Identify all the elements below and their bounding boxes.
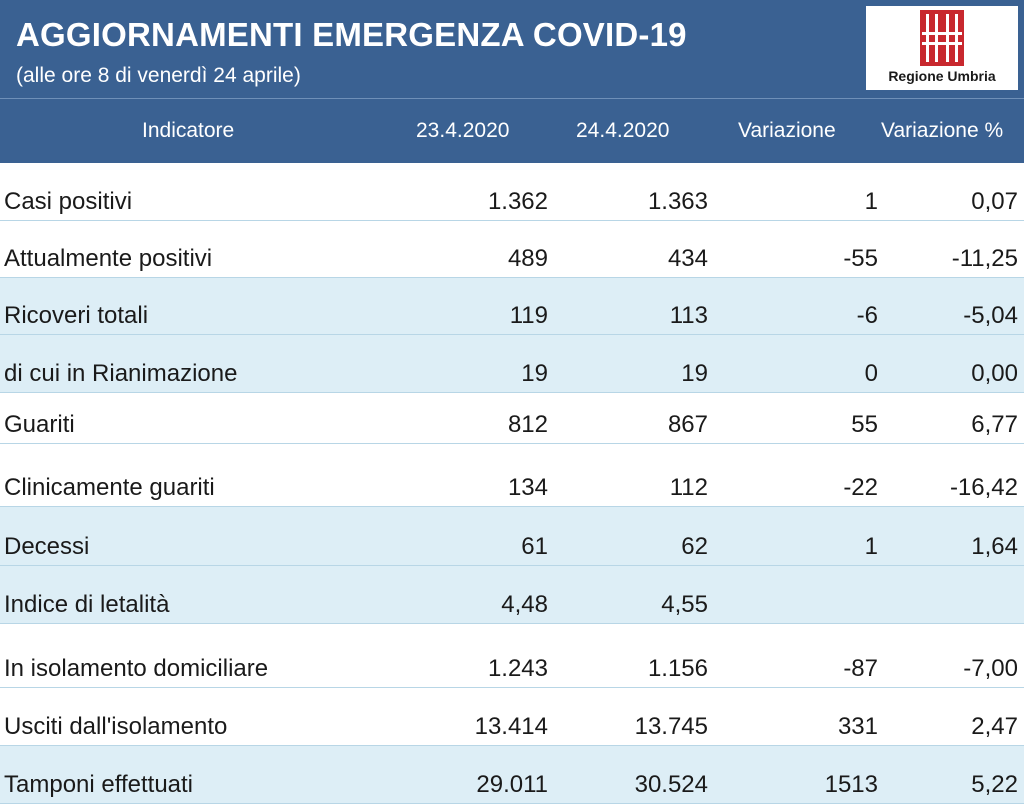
value-variation-pct: 0,00 <box>971 360 1018 387</box>
value-date-1: 1.362 <box>487 188 548 215</box>
table-row: In isolamento domiciliare 1.243 1.156 -8… <box>0 624 1024 688</box>
header-banner: AGGIORNAMENTI EMERGENZA COVID-19 (alle o… <box>0 0 1024 99</box>
row-label: Ricoveri totali <box>4 302 149 329</box>
value-date-2: 13.745 <box>634 713 708 740</box>
value-variation: 1 <box>864 533 878 560</box>
value-date-1: 1.243 <box>487 655 548 682</box>
value-variation-pct: -5,04 <box>963 302 1018 329</box>
value-date-2: 867 <box>667 411 708 438</box>
row-label: Indice di letalità <box>4 591 170 618</box>
col-date-1: 23.4.2020 <box>416 119 510 142</box>
value-variation: 55 <box>851 411 878 438</box>
value-date-1: 61 <box>521 533 548 560</box>
row-label: Casi positivi <box>4 188 133 215</box>
row-label: Attualmente positivi <box>4 245 213 272</box>
row-label: di cui in Rianimazione <box>4 360 238 387</box>
value-date-1: 29.011 <box>476 771 548 798</box>
value-variation-pct: -16,42 <box>949 474 1018 501</box>
value-variation: 331 <box>837 713 878 740</box>
value-date-2: 1.156 <box>647 655 708 682</box>
value-date-1: 489 <box>507 245 548 272</box>
table-row: Guariti 812 867 55 6,77 <box>0 393 1024 444</box>
col-variation-pct: Variazione % <box>881 119 1004 142</box>
value-date-1: 19 <box>521 360 548 387</box>
row-label: In isolamento domiciliare <box>4 655 269 682</box>
value-date-1: 13.414 <box>474 713 548 740</box>
page-title: AGGIORNAMENTI EMERGENZA COVID-19 <box>16 16 687 53</box>
value-date-2: 1.363 <box>647 188 708 215</box>
table-row: Indice di letalità 4,48 4,55 <box>0 566 1024 624</box>
value-date-2: 112 <box>669 474 708 501</box>
value-variation-pct: -11,25 <box>951 245 1018 272</box>
value-date-2: 19 <box>681 360 708 387</box>
value-variation: 0 <box>864 360 878 387</box>
row-label: Clinicamente guariti <box>4 474 215 501</box>
value-variation: -6 <box>856 302 878 329</box>
table-header: Indicatore 23.4.2020 24.4.2020 Variazion… <box>0 99 1024 163</box>
value-variation: -55 <box>843 245 878 272</box>
value-variation-pct: 0,07 <box>971 188 1018 215</box>
umbria-emblem-icon <box>920 10 964 66</box>
value-variation: -22 <box>843 474 878 501</box>
row-label: Tamponi effettuati <box>4 771 194 798</box>
value-date-2: 4,55 <box>661 591 708 618</box>
value-date-2: 30.524 <box>634 771 708 798</box>
col-indicator: Indicatore <box>142 119 235 142</box>
table-row: Decessi 61 62 1 1,64 <box>0 507 1024 566</box>
value-date-1: 812 <box>507 411 548 438</box>
value-variation-pct: 6,77 <box>971 411 1018 438</box>
row-label: Usciti dall'isolamento <box>4 713 228 740</box>
value-date-2: 113 <box>669 302 708 329</box>
value-variation: -87 <box>843 655 878 682</box>
table-row: Usciti dall'isolamento 13.414 13.745 331… <box>0 688 1024 746</box>
value-variation-pct: -7,00 <box>963 655 1018 682</box>
value-date-1: 119 <box>509 302 548 329</box>
value-date-2: 62 <box>681 533 708 560</box>
regione-umbria-logo: Regione Umbria <box>866 6 1018 90</box>
value-variation-pct: 2,47 <box>971 713 1018 740</box>
page-subtitle: (alle ore 8 di venerdì 24 aprile) <box>16 64 301 87</box>
table-row: Casi positivi 1.362 1.363 1 0,07 <box>0 163 1024 221</box>
table-row: Ricoveri totali 119 113 -6 -5,04 <box>0 278 1024 335</box>
table-row: di cui in Rianimazione 19 19 0 0,00 <box>0 335 1024 393</box>
logo-caption: Regione Umbria <box>888 68 996 84</box>
row-label: Decessi <box>4 533 90 560</box>
value-date-1: 134 <box>507 474 548 501</box>
value-variation: 1513 <box>824 771 878 798</box>
col-variation: Variazione <box>738 119 836 142</box>
value-date-2: 434 <box>667 245 708 272</box>
value-variation-pct: 5,22 <box>971 771 1018 798</box>
table-row: Tamponi effettuati 29.011 30.524 1513 5,… <box>0 746 1024 804</box>
value-variation: 1 <box>864 188 878 215</box>
table-row: Attualmente positivi 489 434 -55 -11,25 <box>0 221 1024 278</box>
value-variation-pct: 1,64 <box>971 533 1018 560</box>
value-date-1: 4,48 <box>501 591 548 618</box>
col-date-2: 24.4.2020 <box>576 119 670 142</box>
table-row: Clinicamente guariti 134 112 -22 -16,42 <box>0 444 1024 507</box>
row-label: Guariti <box>4 411 75 438</box>
